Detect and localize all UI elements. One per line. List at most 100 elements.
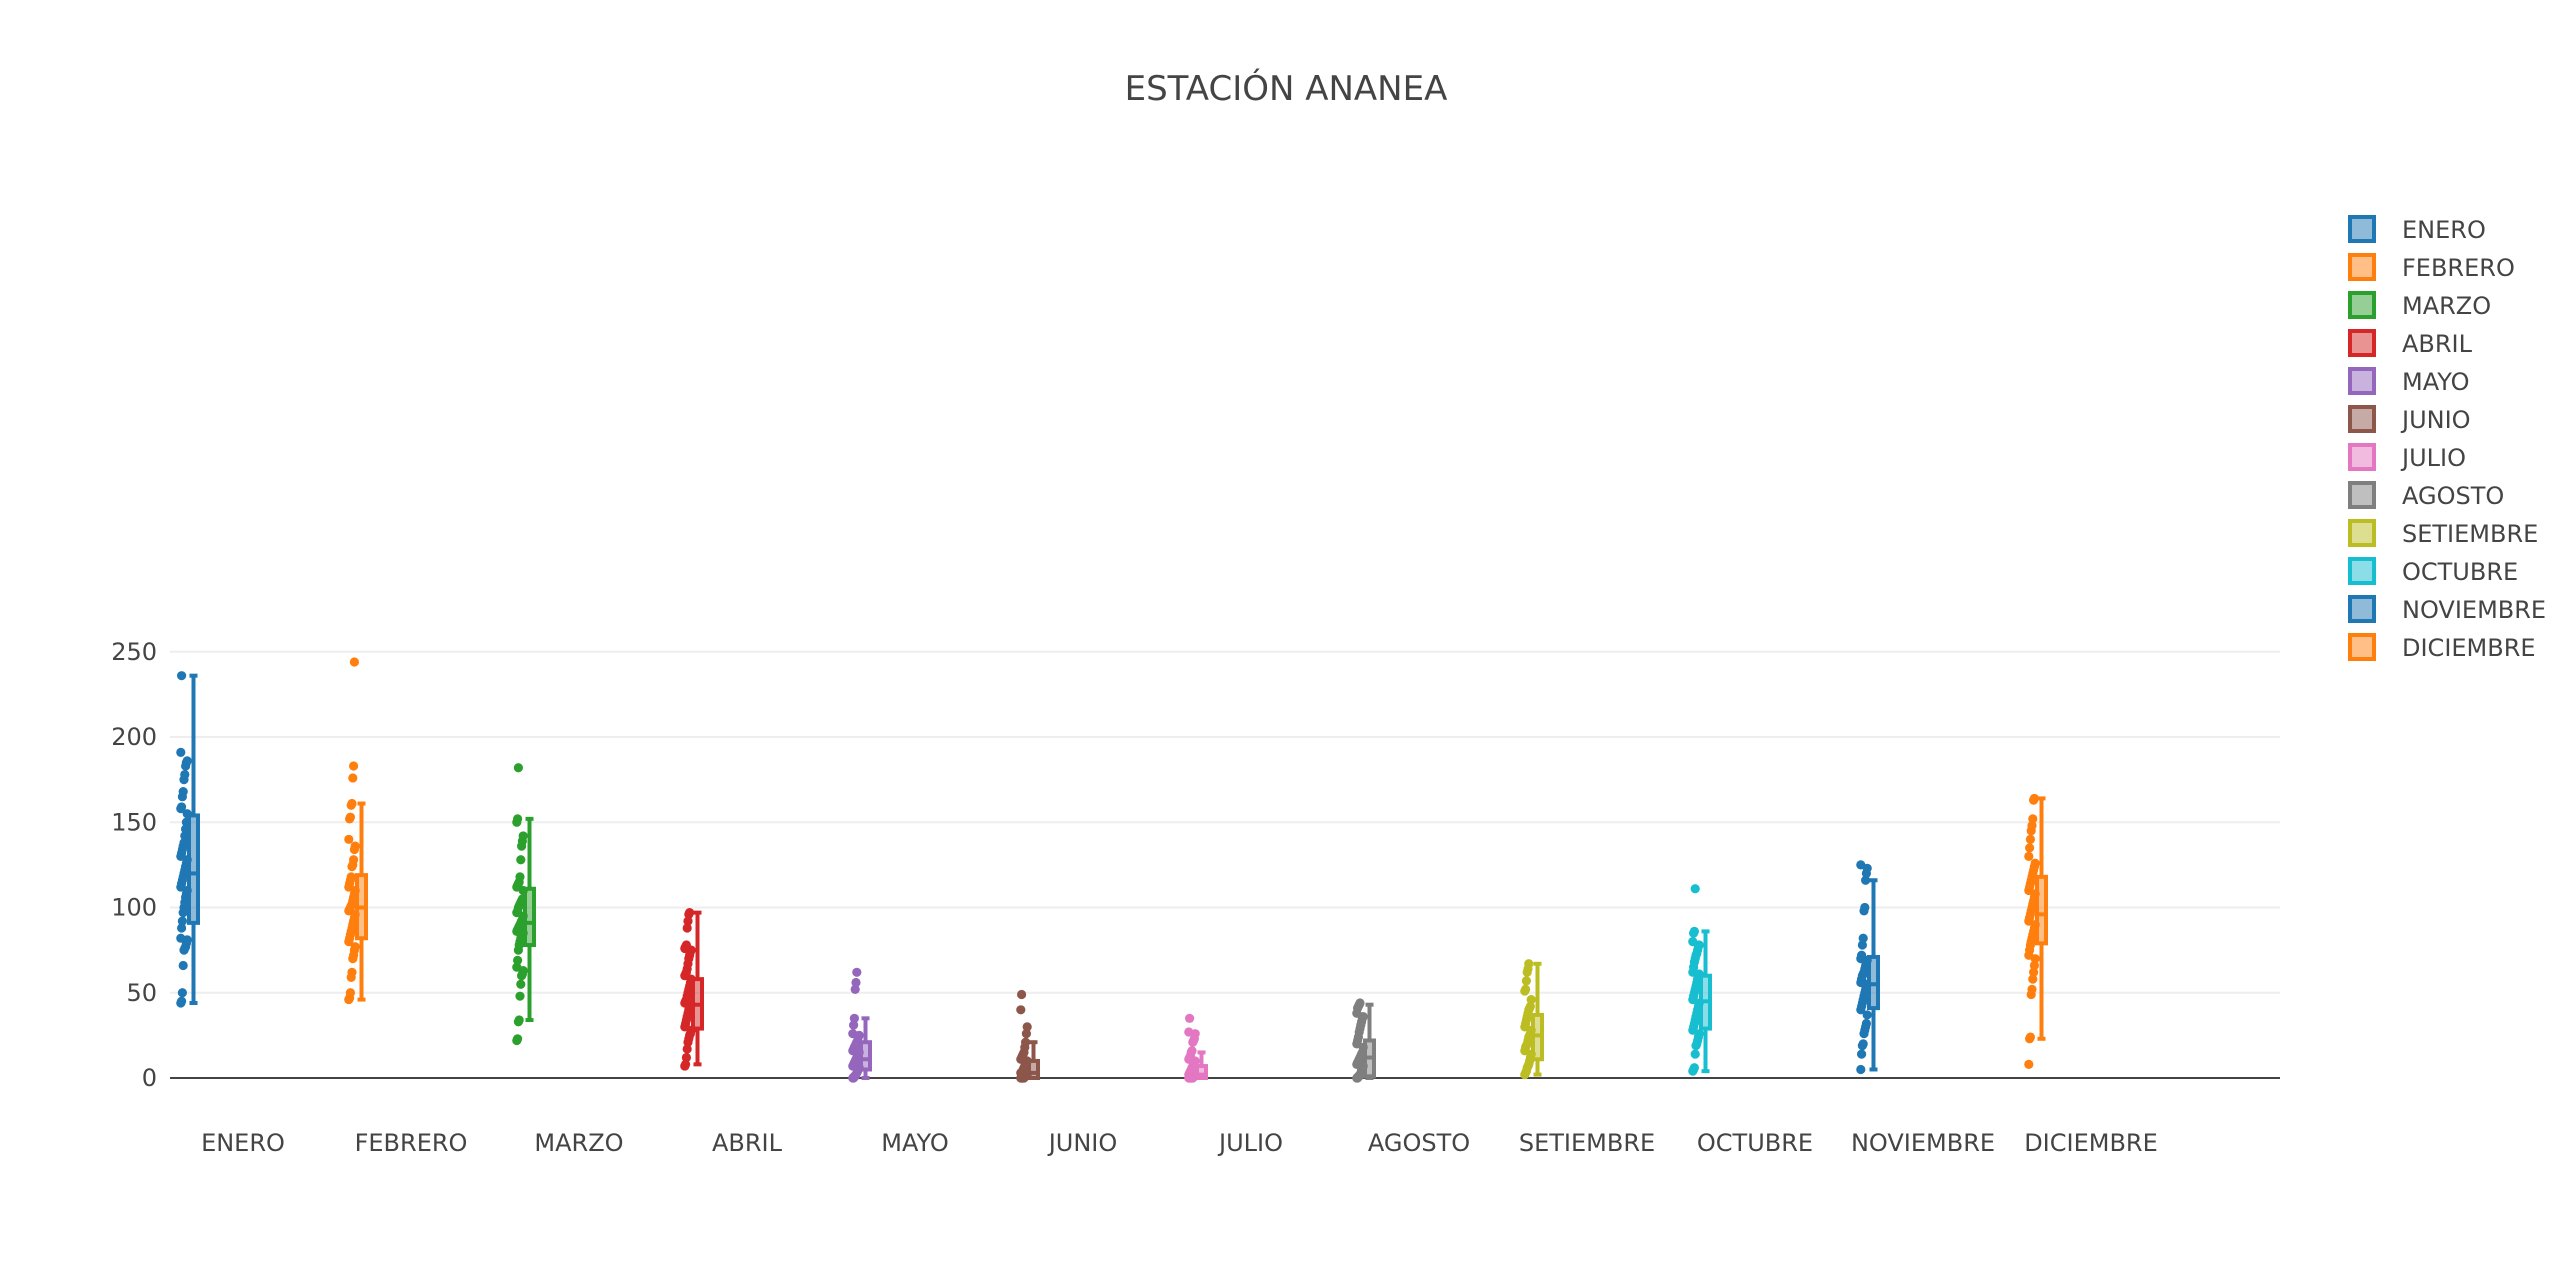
data-point[interactable] <box>849 1020 859 1030</box>
data-point[interactable] <box>515 872 525 882</box>
data-point[interactable] <box>515 991 525 1001</box>
data-point[interactable] <box>1021 1029 1031 1039</box>
data-point[interactable] <box>851 977 861 988</box>
data-point[interactable] <box>1688 937 1698 947</box>
data-point[interactable] <box>683 916 693 926</box>
data-point[interactable] <box>513 814 523 824</box>
data-point[interactable] <box>1525 1001 1535 1011</box>
data-point[interactable] <box>1521 976 1531 986</box>
data-point[interactable] <box>1861 875 1871 885</box>
data-point[interactable] <box>349 657 359 667</box>
legend-item-junio[interactable]: JUNIO <box>2348 405 2471 434</box>
data-point[interactable] <box>849 1013 860 1023</box>
data-point[interactable] <box>1857 950 1867 960</box>
data-point[interactable] <box>681 1059 691 1069</box>
data-point[interactable] <box>345 812 355 822</box>
data-point[interactable] <box>514 1015 524 1025</box>
data-point[interactable] <box>681 940 692 950</box>
data-point[interactable] <box>516 979 526 989</box>
data-point[interactable] <box>177 671 187 681</box>
data-point[interactable] <box>1857 940 1867 950</box>
data-point[interactable] <box>685 908 695 918</box>
legend-item-setiembre[interactable]: SETIEMBRE <box>2348 519 2538 548</box>
legend-item-octubre[interactable]: OCTUBRE <box>2348 557 2518 586</box>
data-point[interactable] <box>1524 959 1534 969</box>
data-point[interactable] <box>178 786 188 797</box>
legend-item-mayo[interactable]: MAYO <box>2348 367 2470 396</box>
data-point[interactable] <box>1857 1049 1867 1059</box>
data-point[interactable] <box>2030 858 2040 868</box>
data-point[interactable] <box>1690 1049 1700 1059</box>
data-point[interactable] <box>848 1029 858 1039</box>
data-point[interactable] <box>1022 1022 1032 1032</box>
data-point[interactable] <box>512 962 522 972</box>
data-point[interactable] <box>1860 902 1870 913</box>
series-mayo[interactable] <box>848 967 872 1083</box>
data-point[interactable] <box>1187 1046 1197 1056</box>
data-point[interactable] <box>682 923 692 933</box>
data-point[interactable] <box>850 984 860 994</box>
series-marzo[interactable] <box>512 763 536 1046</box>
legend-item-marzo[interactable]: MARZO <box>2348 291 2491 320</box>
series-junio[interactable] <box>1016 989 1040 1083</box>
data-point[interactable] <box>1521 984 1531 994</box>
data-point[interactable] <box>178 960 188 971</box>
data-point[interactable] <box>2025 834 2035 844</box>
data-point[interactable] <box>517 894 528 904</box>
data-point[interactable] <box>182 756 192 766</box>
legend-item-agosto[interactable]: AGOSTO <box>2348 481 2504 510</box>
data-point[interactable] <box>182 809 192 819</box>
data-point[interactable] <box>852 967 862 977</box>
data-point[interactable] <box>177 923 187 933</box>
legend-item-julio[interactable]: JULIO <box>2348 443 2466 472</box>
legend-item-diciembre[interactable]: DICIEMBRE <box>2348 633 2536 662</box>
data-point[interactable] <box>1355 998 1365 1008</box>
data-point[interactable] <box>181 824 191 834</box>
data-point[interactable] <box>177 988 187 998</box>
series-agosto[interactable] <box>1352 998 1376 1083</box>
box-iqr[interactable] <box>1027 1058 1040 1081</box>
data-point[interactable] <box>2029 793 2039 804</box>
data-point[interactable] <box>347 798 357 809</box>
data-point[interactable] <box>180 831 190 841</box>
data-point[interactable] <box>2029 960 2039 971</box>
data-point[interactable] <box>1856 860 1866 870</box>
box-iqr[interactable] <box>187 813 200 925</box>
series-febrero[interactable] <box>344 657 368 1005</box>
data-point[interactable] <box>349 855 359 865</box>
data-point[interactable] <box>176 747 186 757</box>
data-point[interactable] <box>179 838 189 848</box>
data-point[interactable] <box>2025 1032 2035 1042</box>
data-point[interactable] <box>1016 1005 1026 1015</box>
data-point[interactable] <box>518 831 528 841</box>
data-point[interactable] <box>513 955 523 965</box>
data-point[interactable] <box>2025 843 2035 853</box>
data-point[interactable] <box>2027 984 2037 994</box>
data-point[interactable] <box>681 1052 692 1063</box>
data-point[interactable] <box>180 769 190 780</box>
data-point[interactable] <box>346 872 356 882</box>
data-point[interactable] <box>1017 989 1027 1000</box>
data-point[interactable] <box>1690 884 1700 894</box>
data-point[interactable] <box>176 933 186 943</box>
legend-item-febrero[interactable]: FEBRERO <box>2348 253 2515 282</box>
data-point[interactable] <box>1858 933 1868 943</box>
legend-item-enero[interactable]: ENERO <box>2348 215 2486 244</box>
series-enero[interactable] <box>176 671 200 1008</box>
series-noviembre[interactable] <box>1856 860 1880 1075</box>
data-point[interactable] <box>345 988 355 998</box>
data-point[interactable] <box>1184 1027 1194 1037</box>
data-point[interactable] <box>513 763 524 773</box>
data-point[interactable] <box>1526 994 1536 1005</box>
data-point[interactable] <box>181 817 191 827</box>
data-point[interactable] <box>348 773 358 783</box>
series-julio[interactable] <box>1184 1013 1208 1083</box>
data-point[interactable] <box>350 841 360 851</box>
data-point[interactable] <box>349 761 359 771</box>
legend[interactable]: ENERO FEBRERO MARZO ABRIL MAYO JUNIO JULIO AGOS… <box>2348 215 2546 662</box>
data-point[interactable] <box>513 1034 523 1044</box>
data-point[interactable] <box>1861 1018 1871 1029</box>
data-point[interactable] <box>1689 926 1699 936</box>
data-point[interactable] <box>177 916 187 926</box>
data-point[interactable] <box>1689 1063 1699 1073</box>
